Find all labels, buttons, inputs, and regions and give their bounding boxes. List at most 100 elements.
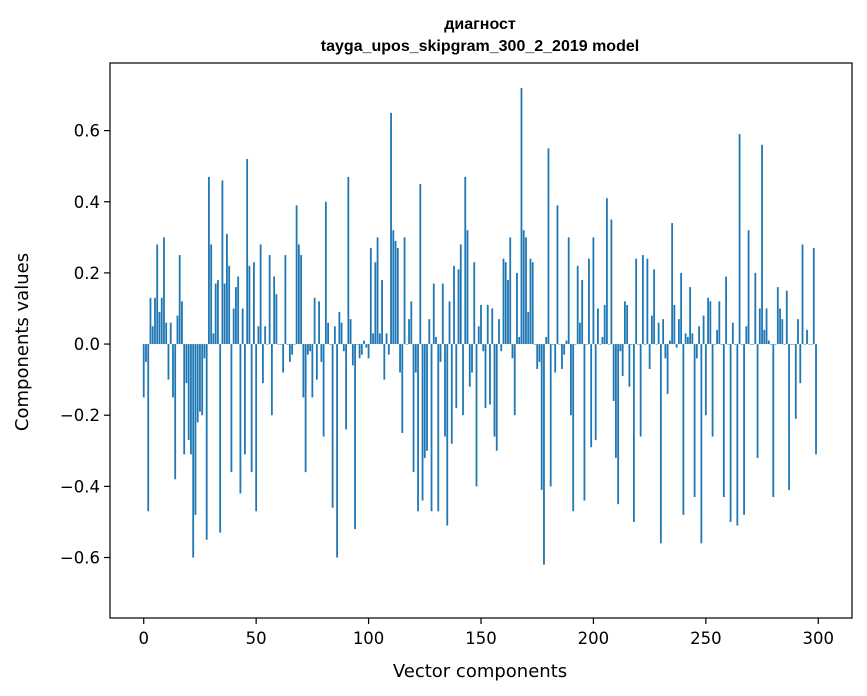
- bar: [790, 344, 793, 345]
- bar: [217, 280, 219, 345]
- bar: [318, 301, 321, 345]
- bar: [731, 322, 734, 345]
- bar: [799, 344, 802, 384]
- bar: [500, 344, 503, 352]
- bar: [158, 312, 161, 345]
- chart-subtitle: tayga_upos_skipgram_300_2_2019 model: [321, 38, 639, 55]
- bar: [255, 344, 258, 512]
- bar: [713, 344, 716, 345]
- bar: [464, 176, 467, 345]
- bar: [185, 344, 188, 384]
- bar: [583, 344, 586, 501]
- bar: [241, 308, 244, 345]
- bar: [178, 255, 181, 345]
- bar: [426, 344, 428, 451]
- bar: [572, 344, 575, 512]
- bar: [633, 344, 635, 522]
- bar: [635, 258, 638, 345]
- bar: [154, 297, 156, 345]
- bar: [738, 134, 741, 345]
- bar: [725, 276, 727, 345]
- bar: [441, 283, 444, 345]
- bar: [615, 344, 617, 458]
- bar: [650, 315, 653, 345]
- bar: [655, 344, 658, 345]
- bar: [612, 344, 615, 401]
- bar: [606, 198, 608, 345]
- bar: [736, 344, 739, 526]
- bar: [509, 237, 512, 345]
- y-tick-label: 0.0: [74, 335, 100, 354]
- bar: [529, 258, 532, 345]
- bar: [356, 344, 359, 345]
- bar: [394, 240, 397, 345]
- bar: [641, 255, 644, 345]
- bar: [534, 344, 536, 345]
- bar: [700, 344, 703, 544]
- bar: [437, 344, 440, 512]
- bar: [385, 333, 388, 345]
- bar: [302, 344, 305, 398]
- bar: [174, 344, 177, 480]
- bar: [223, 283, 226, 345]
- bar: [808, 344, 811, 345]
- ticks-group: 0 50 100 150 200 250 300 −0.6 −0.4 −0.2 0.0 0.2 0.4 0…: [60, 122, 834, 648]
- bar: [554, 344, 557, 373]
- bar: [273, 276, 276, 345]
- bar: [304, 344, 307, 473]
- bar: [677, 319, 680, 345]
- bar: [671, 223, 674, 345]
- bar: [181, 301, 183, 345]
- bar: [734, 344, 736, 345]
- bar: [518, 336, 521, 345]
- bar: [444, 344, 446, 437]
- bar: [747, 230, 750, 345]
- bar: [758, 308, 761, 345]
- bar: [693, 344, 696, 498]
- bar: [347, 176, 350, 345]
- bar: [597, 308, 599, 345]
- bar: [378, 333, 381, 345]
- bar: [547, 148, 550, 345]
- bar: [783, 344, 786, 345]
- bars-group: [142, 87, 817, 565]
- bar: [372, 333, 374, 345]
- bar: [803, 344, 806, 345]
- bar: [588, 258, 590, 345]
- bar: [527, 312, 530, 345]
- bar: [594, 344, 597, 441]
- bar: [592, 237, 595, 345]
- bar: [342, 344, 345, 352]
- bar: [421, 344, 424, 501]
- bar: [516, 272, 518, 345]
- bar: [338, 312, 341, 345]
- bar: [792, 344, 795, 345]
- bar: [745, 326, 748, 345]
- y-tick-label: −0.2: [60, 406, 100, 425]
- bar: [498, 319, 500, 345]
- bar: [603, 304, 606, 345]
- y-tick-label: 0.6: [74, 122, 100, 141]
- bar: [502, 258, 505, 345]
- bar: [810, 344, 813, 345]
- bar: [558, 344, 561, 345]
- bar: [457, 269, 460, 345]
- bar: [226, 233, 228, 345]
- bar: [392, 230, 395, 345]
- bar: [455, 344, 458, 409]
- bar: [754, 272, 757, 345]
- bar: [466, 230, 469, 345]
- bar: [210, 244, 213, 345]
- bar: [770, 344, 772, 345]
- bar: [801, 244, 804, 345]
- bar: [369, 248, 372, 345]
- bar: [428, 319, 431, 345]
- bar: [212, 333, 215, 345]
- bar: [626, 304, 629, 345]
- bar: [365, 344, 368, 348]
- bar: [244, 344, 246, 455]
- bar: [565, 340, 568, 345]
- bar: [145, 344, 147, 362]
- bar: [590, 344, 593, 448]
- bar: [797, 319, 799, 345]
